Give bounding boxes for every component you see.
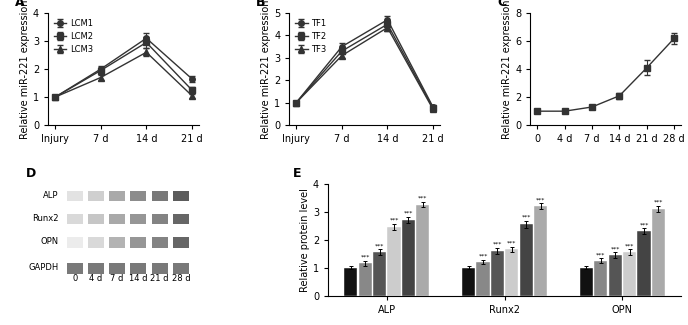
Bar xyxy=(131,214,147,225)
Text: 21 d: 21 d xyxy=(151,274,169,283)
Text: ***: *** xyxy=(625,243,634,248)
Bar xyxy=(151,237,168,248)
Bar xyxy=(505,250,519,296)
Bar xyxy=(534,206,547,296)
Text: ***: *** xyxy=(536,197,546,202)
Text: B: B xyxy=(256,0,266,9)
Bar xyxy=(67,237,83,248)
Text: GAPDH: GAPDH xyxy=(28,263,58,272)
Y-axis label: Relative miR-221 expression: Relative miR-221 expression xyxy=(261,0,271,139)
Text: ***: *** xyxy=(596,252,605,257)
Bar xyxy=(462,268,475,296)
Bar xyxy=(109,263,125,274)
Y-axis label: Relative protein level: Relative protein level xyxy=(300,188,310,292)
Text: ***: *** xyxy=(507,240,517,246)
Text: Runx2: Runx2 xyxy=(32,214,58,223)
Bar xyxy=(88,263,104,274)
Bar xyxy=(476,262,490,296)
Text: ***: *** xyxy=(493,242,502,247)
Bar xyxy=(151,214,168,225)
Bar xyxy=(67,190,83,201)
Bar xyxy=(519,224,533,296)
Legend: TF1, TF2, TF3: TF1, TF2, TF3 xyxy=(294,17,328,56)
Text: ***: *** xyxy=(610,246,620,251)
Bar xyxy=(358,264,372,296)
Text: A: A xyxy=(15,0,25,9)
Bar xyxy=(109,237,125,248)
Bar xyxy=(173,214,189,225)
Bar xyxy=(344,268,358,296)
Text: D: D xyxy=(26,167,36,180)
Text: 7 d: 7 d xyxy=(111,274,124,283)
Bar xyxy=(638,231,651,296)
Bar xyxy=(131,237,147,248)
Bar xyxy=(67,214,83,225)
Bar xyxy=(373,252,386,296)
Text: 4 d: 4 d xyxy=(89,274,103,283)
Bar xyxy=(109,214,125,225)
Text: E: E xyxy=(293,167,301,180)
Text: 0: 0 xyxy=(72,274,77,283)
Bar xyxy=(623,252,636,296)
Text: ***: *** xyxy=(654,200,663,205)
Bar xyxy=(88,237,104,248)
Y-axis label: Relative miR-221 expression: Relative miR-221 expression xyxy=(20,0,30,139)
Text: ***: *** xyxy=(361,254,370,260)
Bar xyxy=(109,190,125,201)
Legend: LCM1, LCM2, LCM3: LCM1, LCM2, LCM3 xyxy=(52,17,95,56)
Text: OPN: OPN xyxy=(41,238,58,246)
Text: ***: *** xyxy=(522,215,531,220)
Bar xyxy=(131,263,147,274)
Text: 14 d: 14 d xyxy=(129,274,148,283)
Bar xyxy=(416,204,429,296)
Bar xyxy=(88,214,104,225)
Bar xyxy=(173,190,189,201)
Text: ***: *** xyxy=(375,243,385,248)
Bar xyxy=(609,255,622,296)
Bar xyxy=(652,209,665,296)
Text: ***: *** xyxy=(478,254,488,259)
Bar xyxy=(88,190,104,201)
Bar xyxy=(173,237,189,248)
Text: ***: *** xyxy=(418,196,427,201)
Bar xyxy=(67,263,83,274)
Text: C: C xyxy=(497,0,506,9)
Text: ALP: ALP xyxy=(43,191,58,200)
Bar xyxy=(173,263,189,274)
Y-axis label: Relative miR-221 expression: Relative miR-221 expression xyxy=(502,0,513,139)
Bar xyxy=(151,190,168,201)
Bar xyxy=(594,261,608,296)
Bar xyxy=(387,227,400,296)
Text: ***: *** xyxy=(404,211,413,215)
Text: 28 d: 28 d xyxy=(171,274,190,283)
Bar xyxy=(402,220,415,296)
Text: ***: *** xyxy=(389,217,399,223)
Text: ***: *** xyxy=(639,222,649,227)
Bar xyxy=(151,263,168,274)
Bar xyxy=(580,268,593,296)
Bar xyxy=(131,190,147,201)
Bar xyxy=(491,251,504,296)
